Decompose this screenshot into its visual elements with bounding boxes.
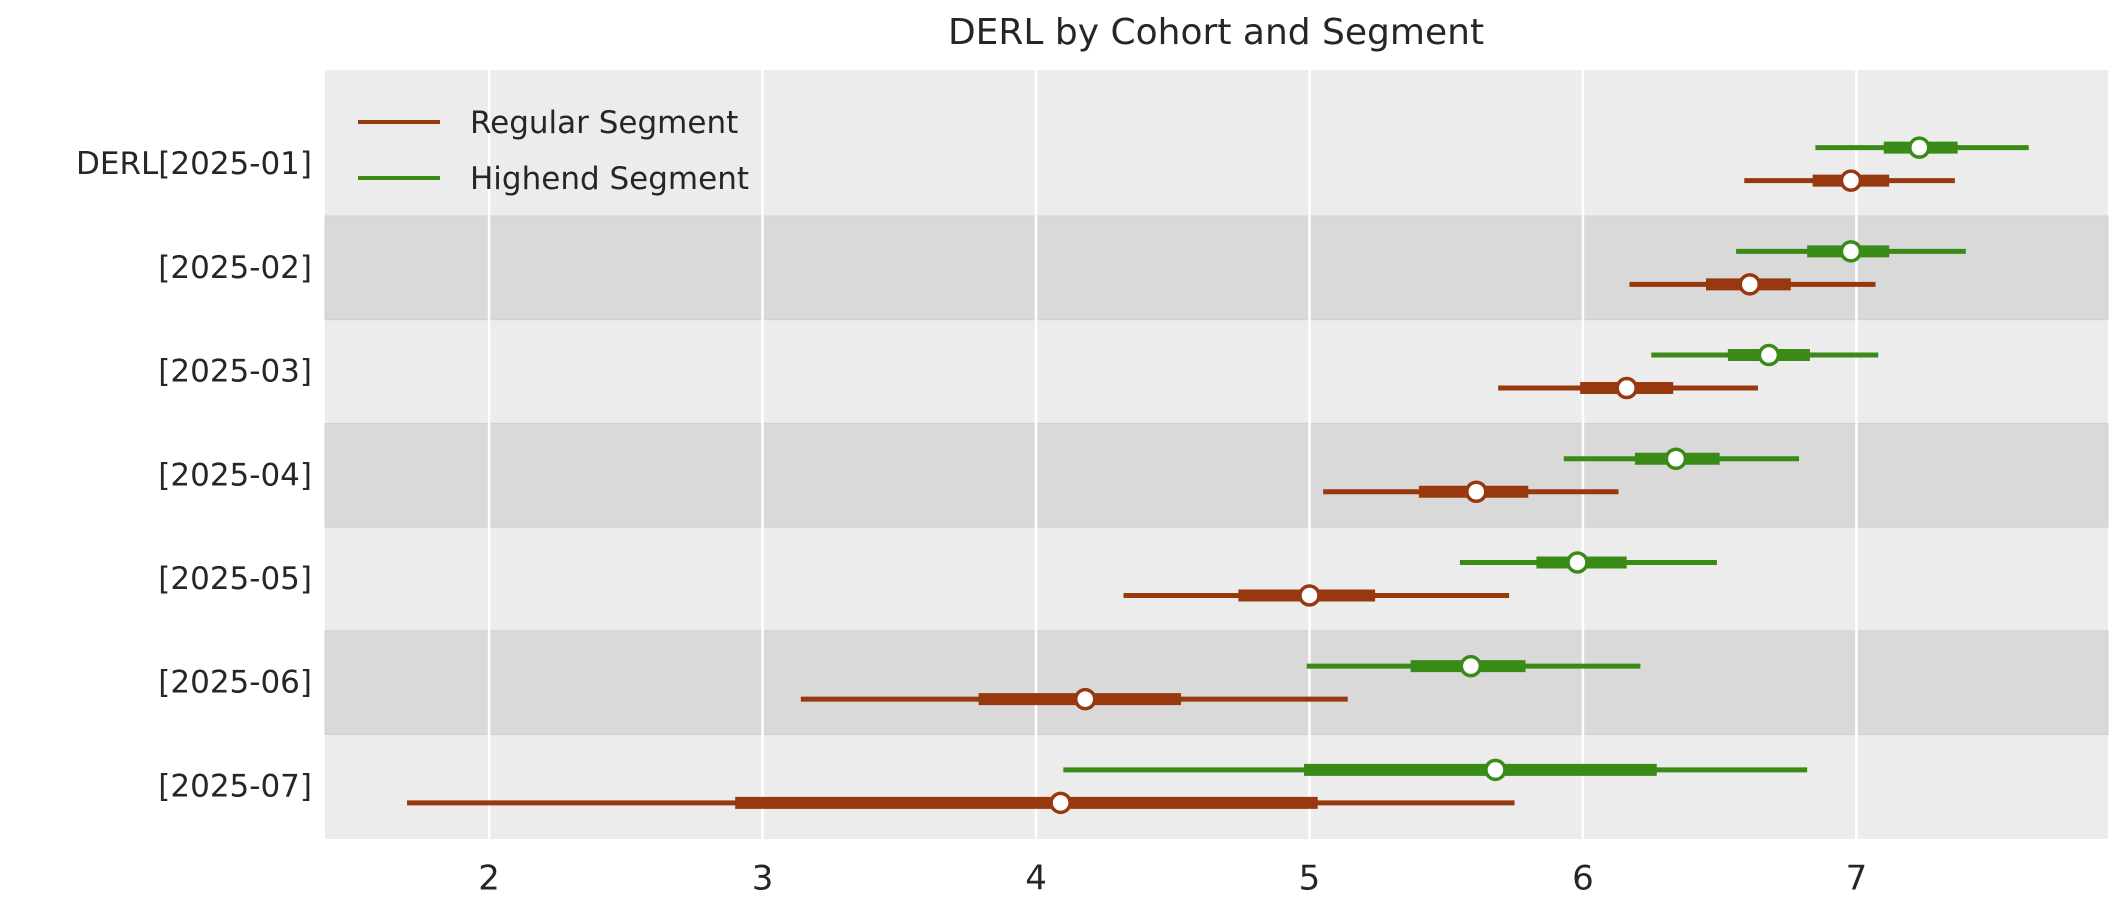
interval-regular-row5 (1123, 584, 1510, 607)
median-marker (1839, 169, 1863, 192)
legend-label-regular: Regular Segment (470, 105, 738, 141)
interval-highend-row2 (1736, 240, 1966, 263)
y-axis-labels: DERL[2025-01] [2025-02] [2025-03] [2025-04]… (76, 146, 312, 804)
interval-highend-row7 (1063, 758, 1808, 782)
interval-highend-row3 (1651, 343, 1879, 367)
legend: Regular Segment Highend Segment (358, 105, 749, 197)
row-band-dark (324, 215, 2109, 321)
row-band-dark (324, 422, 2109, 528)
x-tick-label: 6 (1572, 859, 1594, 899)
y-axis-label: [2025-04] (158, 457, 312, 493)
x-axis-labels: 2 3 4 5 6 7 (478, 859, 1867, 899)
y-axis-label: [2025-05] (158, 561, 312, 597)
y-axis-label: [2025-07] (158, 768, 312, 804)
interval-highend-row1 (1815, 136, 2029, 159)
median-marker (1298, 584, 1321, 607)
interval-highend-row5 (1459, 551, 1717, 574)
legend-item-regular: Regular Segment (358, 105, 738, 141)
legend-label-highend: Highend Segment (470, 161, 749, 197)
y-axis-label: [2025-02] (158, 250, 312, 286)
x-tick-label: 2 (478, 859, 500, 899)
median-marker (1566, 551, 1589, 574)
median-marker (1908, 136, 1931, 159)
median-marker (1664, 447, 1688, 470)
median-marker (1738, 273, 1762, 296)
chart-title: DERL by Cohort and Segment (948, 12, 1484, 53)
median-marker (1839, 240, 1863, 263)
x-tick-label: 4 (1025, 859, 1047, 899)
interval-layer (407, 136, 2029, 815)
y-axis-label: [2025-06] (158, 665, 312, 701)
interval-regular-row3 (1498, 376, 1758, 400)
median-marker (1615, 376, 1638, 400)
median-marker (1073, 687, 1097, 711)
row-bands (324, 215, 2109, 735)
x-tick-label: 7 (1846, 859, 1868, 899)
y-axis-label: DERL[2025-01] (76, 146, 312, 182)
interval-regular-row6 (800, 687, 1348, 711)
y-axis-label: [2025-03] (158, 354, 312, 390)
row-band-dark (324, 630, 2109, 735)
median-marker (1459, 654, 1483, 678)
x-tick-label: 3 (752, 859, 774, 899)
median-marker (1757, 343, 1781, 367)
gridlines (487, 70, 1858, 839)
x-tick-label: 5 (1299, 859, 1321, 899)
interval-highend-row6 (1306, 654, 1641, 678)
interval-regular-row1 (1744, 169, 1955, 192)
legend-item-highend: Highend Segment (358, 161, 749, 197)
median-marker (1049, 791, 1072, 815)
interval-regular-row4 (1323, 480, 1619, 503)
interval-regular-row2 (1629, 273, 1876, 296)
interval-regular-row7 (407, 791, 1515, 815)
interval-highend-row4 (1563, 447, 1799, 470)
median-marker (1484, 758, 1507, 782)
median-marker (1465, 480, 1488, 503)
